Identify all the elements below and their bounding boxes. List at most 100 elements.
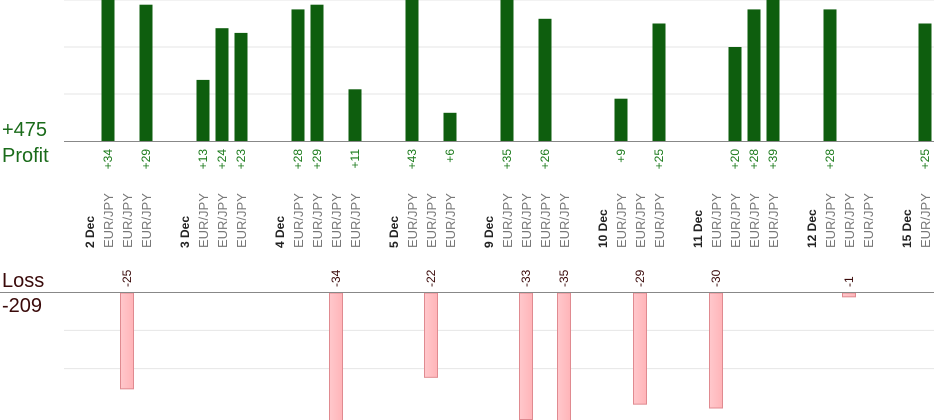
loss-bar	[709, 292, 723, 409]
profit-bar	[215, 28, 229, 142]
loss-value-label: -29	[633, 269, 647, 287]
profit-bar	[652, 23, 666, 141]
loss-label: Loss	[2, 270, 45, 292]
profit-value-label: +23	[234, 149, 248, 170]
profit-bar	[234, 32, 248, 141]
loss-bar	[329, 292, 343, 420]
profit-bar	[538, 18, 552, 141]
pair-label: EUR/JPY	[918, 193, 933, 248]
profit-bar	[766, 0, 780, 141]
loss-value-label: -30	[709, 269, 723, 287]
profit-bar	[443, 112, 457, 141]
profit-value-label: +9	[614, 149, 628, 163]
loss-bar	[557, 292, 571, 420]
profit-bar	[101, 0, 115, 141]
loss-total: -209	[2, 295, 43, 317]
pair-label: EUR/JPY	[139, 193, 154, 248]
pair-label: EUR/JPY	[196, 193, 211, 248]
pair-label: EUR/JPY	[101, 193, 116, 248]
profit-value-label: +24	[215, 149, 229, 170]
date-label: 10 Dec	[596, 209, 610, 248]
profit-value-label: +6	[443, 149, 457, 163]
profit-bars	[101, 0, 932, 142]
pair-label: EUR/JPY	[861, 193, 876, 248]
loss-bar	[424, 292, 438, 378]
x-axis-labels: 2 Dec EUR/JPY EUR/JPY EUR/JPY 3 Dec EUR/JPY EU…	[83, 193, 933, 248]
date-label: 3 Dec	[178, 216, 192, 248]
profit-value-label: +43	[405, 149, 419, 170]
date-label: 15 Dec	[900, 209, 914, 248]
profit-value-label: +11	[348, 149, 362, 169]
gridlines	[64, 0, 934, 370]
profit-value-label: +28	[823, 149, 837, 170]
profit-bar	[823, 9, 837, 142]
pair-label: EUR/JPY	[538, 193, 553, 248]
profit-value-label: +39	[766, 149, 780, 170]
pair-label: EUR/JPY	[728, 193, 743, 248]
pair-label: EUR/JPY	[291, 193, 306, 248]
profit-value-label: +29	[310, 149, 324, 170]
value-labels: +34 -25 +29 +13 +24 +23 +28 +29 -34 +11 +43 -22 +6 +3…	[101, 149, 932, 287]
pair-label: EUR/JPY	[215, 193, 230, 248]
pair-label: EUR/JPY	[766, 193, 781, 248]
profit-value-label: +26	[538, 149, 552, 170]
pair-label: EUR/JPY	[614, 193, 629, 248]
profit-value-label: +35	[500, 149, 514, 170]
loss-bar	[120, 292, 134, 390]
loss-value-label: -25	[120, 269, 134, 287]
profit-total: +475	[2, 119, 48, 141]
profit-value-label: +28	[747, 149, 761, 170]
profit-label: Profit	[2, 145, 49, 167]
pair-label: EUR/JPY	[329, 193, 344, 248]
date-label: 4 Dec	[273, 216, 287, 248]
pair-label: EUR/JPY	[310, 193, 325, 248]
profit-bar	[614, 98, 628, 141]
profit-bar	[918, 23, 932, 141]
loss-bar	[519, 292, 533, 420]
profit-bar	[348, 89, 362, 141]
profit-value-label: +34	[101, 149, 115, 170]
profit-value-label: +20	[728, 149, 742, 170]
profit-value-label: +29	[139, 149, 153, 170]
axes	[0, 141, 934, 293]
loss-bars	[120, 292, 856, 420]
loss-bar	[842, 292, 856, 298]
loss-value-label: -35	[557, 269, 571, 287]
pair-label: EUR/JPY	[120, 193, 135, 248]
pair-label: EUR/JPY	[443, 193, 458, 248]
date-label: 2 Dec	[83, 216, 97, 248]
loss-value-label: -22	[424, 269, 438, 287]
profit-bar	[728, 47, 742, 141]
profit-value-label: +13	[196, 149, 210, 170]
date-label: 9 Dec	[482, 216, 496, 248]
date-label: 11 Dec	[691, 210, 705, 248]
pair-label: EUR/JPY	[500, 193, 515, 248]
profit-bar	[405, 0, 419, 141]
pair-label: EUR/JPY	[234, 193, 249, 248]
pair-label: EUR/JPY	[652, 193, 667, 248]
pair-label: EUR/JPY	[405, 193, 420, 248]
profit-value-label: +25	[652, 149, 666, 170]
pair-label: EUR/JPY	[348, 193, 363, 248]
pair-label: EUR/JPY	[633, 193, 648, 248]
loss-value-label: -1	[842, 276, 856, 287]
date-label: 12 Dec	[805, 209, 819, 248]
profit-bar	[196, 79, 210, 141]
pair-label: EUR/JPY	[747, 193, 762, 248]
date-label: 5 Dec	[387, 216, 401, 248]
pair-label: EUR/JPY	[557, 193, 572, 248]
profit-bar	[139, 4, 153, 142]
loss-value-label: -33	[519, 269, 533, 287]
profit-value-label: +28	[291, 149, 305, 170]
profit-bar	[310, 4, 324, 142]
profit-bar	[747, 9, 761, 142]
loss-bar	[633, 292, 647, 405]
pair-label: EUR/JPY	[842, 193, 857, 248]
profit-bar	[291, 9, 305, 142]
pair-label: EUR/JPY	[424, 193, 439, 248]
pair-label: EUR/JPY	[823, 193, 838, 248]
pair-label: EUR/JPY	[519, 193, 534, 248]
profit-bar	[500, 0, 514, 141]
pair-label: EUR/JPY	[709, 193, 724, 248]
